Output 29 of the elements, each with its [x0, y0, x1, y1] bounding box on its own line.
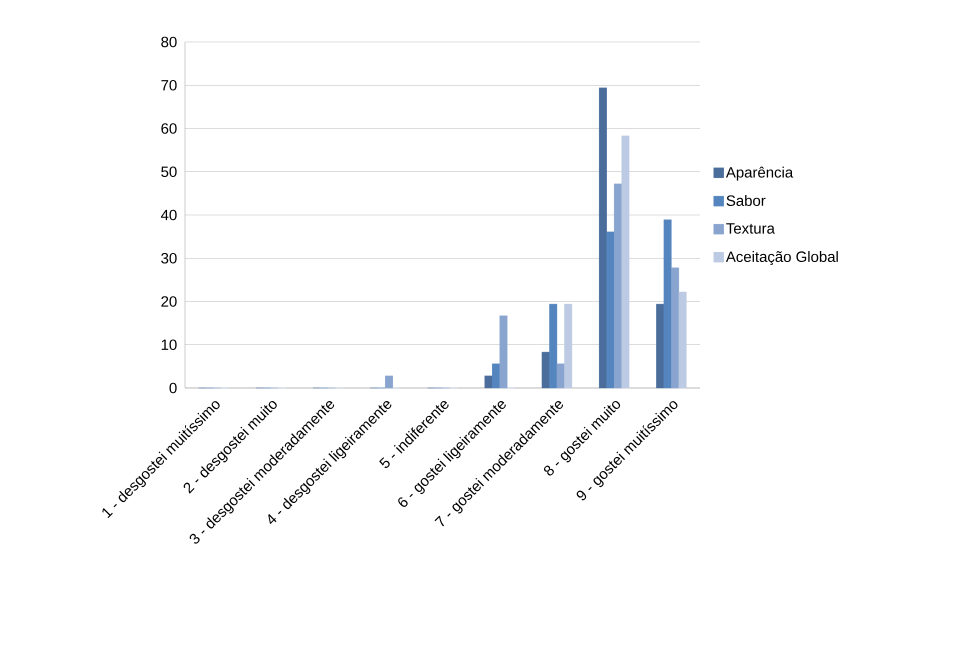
bar	[678, 292, 687, 388]
y-tick-label: 40	[160, 210, 177, 220]
legend-label: Textura	[726, 223, 775, 234]
bar	[621, 136, 630, 388]
y-tick-label: 50	[161, 166, 177, 178]
legend-label: Aparência	[726, 166, 794, 181]
y-tick-label: 30	[161, 252, 177, 264]
bar	[664, 220, 672, 388]
bar	[549, 304, 558, 388]
y-tick-label: 0	[170, 382, 177, 394]
legend-label: Sabor	[726, 194, 766, 206]
bar	[492, 364, 500, 388]
bar	[556, 364, 565, 388]
bar	[671, 268, 680, 388]
bar	[564, 304, 572, 388]
bar	[385, 376, 393, 388]
bar	[598, 88, 607, 388]
bar	[500, 316, 508, 388]
y-tick-label: 60	[161, 123, 177, 134]
y-tick-label: 20	[161, 296, 177, 307]
y-tick-label: 70	[161, 80, 177, 91]
legend-label: Aceitação Global	[726, 251, 838, 266]
bar	[614, 184, 622, 388]
y-tick-label: 80	[161, 36, 177, 48]
bar	[484, 376, 492, 388]
bar	[542, 352, 550, 388]
bar	[656, 304, 664, 388]
y-tick-label: 10	[162, 339, 177, 350]
bar	[606, 232, 614, 388]
